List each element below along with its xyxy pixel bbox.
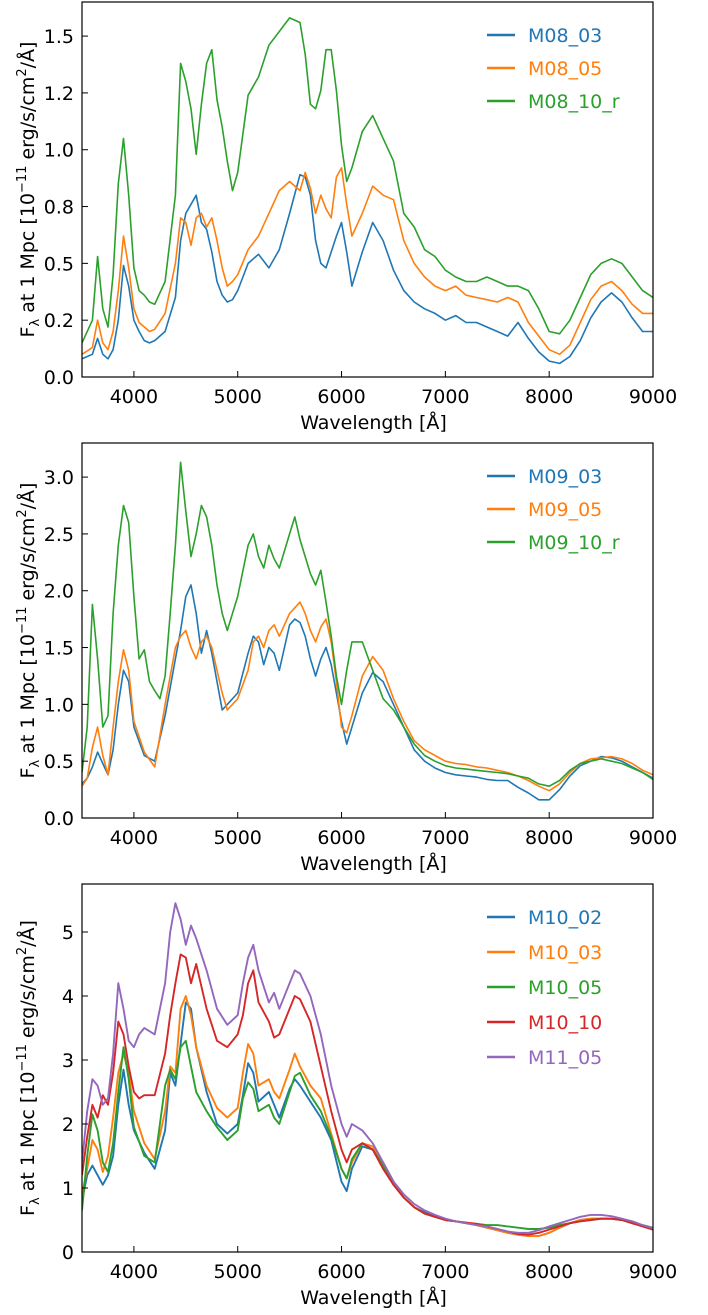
legend: M09_03 M09_05 M09_10_r [487,466,620,554]
y-tick-label: 4 [62,986,74,1008]
y-tick-label: 1.0 [44,140,74,162]
plot-frame [81,442,654,819]
series-line-M08_10_r [82,17,653,344]
y-tick-label: 1.5 [44,638,74,660]
y-axis-label: Fλ at 1 Mpc [10−11 erg/s/cm2/Å] [15,42,43,338]
legend-label: M08_10_r [528,91,620,113]
chart-panel-1: 4000 5000 6000 7000 8000 9000 0.0 0.2 0.5 0.8 1.0 1… [15,1,677,434]
x-axis-label: Wavelength [Å] [300,852,447,875]
x-axis-label: Wavelength [Å] [300,411,447,434]
series-group [82,17,653,365]
series-line-M10_10 [82,953,653,1236]
legend-label: M10_10 [528,1012,602,1034]
x-tick-label: 6000 [317,386,365,408]
x-tick-label: 5000 [214,827,262,849]
legend: M08_03 M08_05 M08_10_r [487,25,620,113]
y-tick-label: 0.0 [44,367,74,389]
y-tick-label: 0.8 [44,197,74,219]
y-tick-label: 1 [62,1178,74,1200]
series-line-M10_03 [82,995,653,1237]
legend-label: M10_03 [528,942,602,964]
y-tick-label: 1.5 [44,26,74,48]
y-tick-label: 0.0 [44,808,74,830]
x-tick-label: 4000 [110,386,158,408]
plot-frame [81,883,654,1253]
legend-label: M09_10_r [528,532,620,554]
series-line-M10_05 [82,1039,653,1230]
series-group [82,461,653,801]
legend-label: M08_05 [528,58,602,80]
y-tick-label: 3 [62,1050,74,1072]
chart-panel-3: 4000 5000 6000 7000 8000 9000 0 1 2 3 4 5 Wavelength… [15,883,677,1309]
x-tick-label: 8000 [525,386,573,408]
y-tick-label: 2.5 [44,524,74,546]
x-tick-label: 9000 [629,827,677,849]
y-tick-label: 3.0 [44,467,74,489]
y-axis-label: Fλ at 1 Mpc [10−11 erg/s/cm2/Å] [15,483,43,779]
y-tick-label: 0.5 [44,751,74,773]
x-tick-label: 7000 [421,1261,469,1283]
x-tick-label: 7000 [421,827,469,849]
y-tick-label: 1.0 [44,694,74,716]
legend-label: M09_05 [528,499,602,521]
y-tick-label: 0.2 [44,310,74,332]
x-axis-label: Wavelength [Å] [300,1286,447,1309]
legend: M10_02 M10_03 M10_05 M10_10 M11_05 [487,907,602,1069]
x-tick-label: 7000 [421,386,469,408]
legend-label: M09_03 [528,466,602,488]
x-tick-label: 4000 [110,827,158,849]
x-tick-label: 4000 [110,1261,158,1283]
series-line-M11_05 [82,902,653,1234]
plot-frame [81,1,654,378]
series-line-M09_05 [82,601,653,792]
y-tick-label: 2.0 [44,581,74,603]
x-tick-label: 6000 [317,827,365,849]
x-tick-label: 9000 [629,386,677,408]
series-line-M09_10_r [82,461,653,787]
x-tick-label: 5000 [214,1261,262,1283]
x-tick-label: 5000 [214,386,262,408]
legend-label: M11_05 [528,1047,602,1069]
y-axis-label: Fλ at 1 Mpc [10−11 erg/s/cm2/Å] [15,920,43,1216]
y-tick-label: 1.2 [44,83,74,105]
legend-label: M08_03 [528,25,602,47]
chart-panel-2: 4000 5000 6000 7000 8000 9000 0.0 0.5 1.0 1.5 2.0 2… [15,442,677,875]
y-tick-label: 2 [62,1114,74,1136]
series-line-M08_05 [82,167,653,356]
y-tick-label: 5 [62,922,74,944]
x-tick-label: 6000 [317,1261,365,1283]
x-tick-label: 9000 [629,1261,677,1283]
legend-label: M10_02 [528,907,602,929]
y-tick-label: 0 [62,1242,74,1264]
series-group [82,902,653,1237]
x-tick-label: 8000 [525,827,573,849]
legend-label: M10_05 [528,977,602,999]
x-tick-label: 8000 [525,1261,573,1283]
y-tick-label: 0.5 [44,253,74,275]
series-line-M08_03 [82,173,653,365]
